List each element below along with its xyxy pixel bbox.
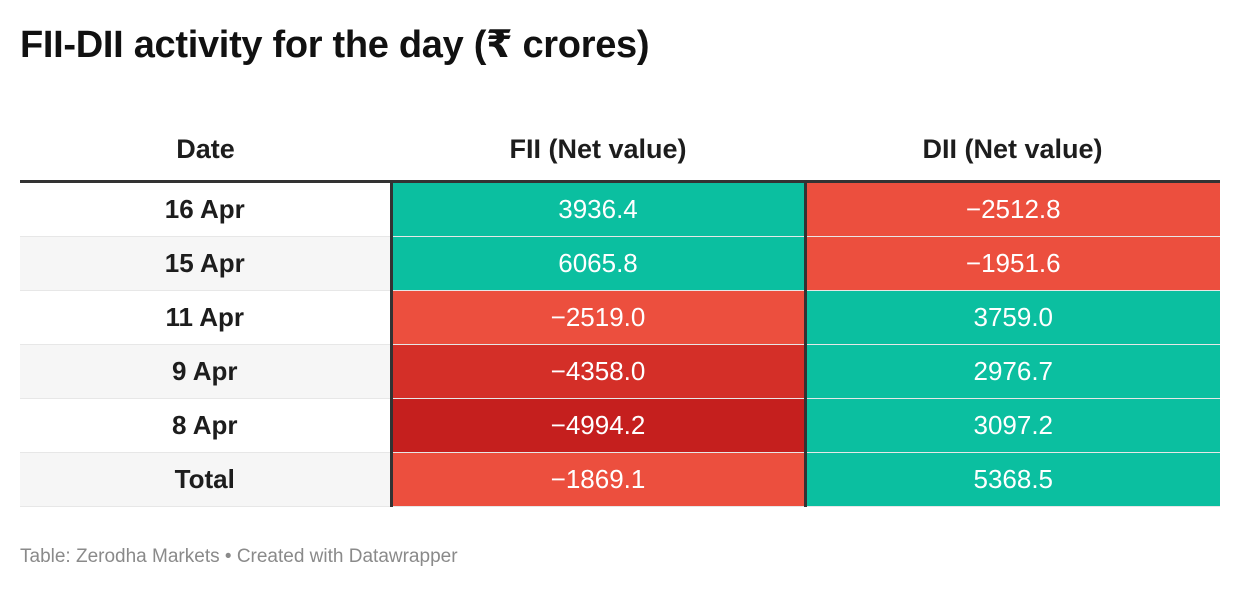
- dii-cell: 5368.5: [803, 452, 1220, 507]
- date-cell: 16 Apr: [20, 181, 393, 237]
- fii-cell: −2519.0: [390, 290, 805, 345]
- fii-cell: −1869.1: [390, 452, 805, 507]
- date-cell: 15 Apr: [20, 236, 393, 291]
- table-row: 16 Apr 3936.4 −2512.8: [20, 181, 1220, 237]
- date-cell: 9 Apr: [20, 344, 393, 399]
- date-cell: 11 Apr: [20, 290, 393, 345]
- dii-cell: 2976.7: [803, 344, 1220, 399]
- fii-cell: 3936.4: [390, 181, 805, 237]
- column-header-dii[interactable]: DII (Net value): [922, 133, 1103, 164]
- fii-cell: −4358.0: [390, 344, 805, 399]
- footer-separator: •: [224, 546, 232, 567]
- dii-cell: 3097.2: [803, 398, 1220, 453]
- credit-link[interactable]: Created with Datawrapper: [236, 546, 458, 567]
- table-row: 8 Apr −4994.2 3097.2: [20, 398, 1220, 453]
- column-header-fii[interactable]: FII (Net value): [509, 133, 687, 164]
- dii-cell: 3759.0: [803, 290, 1220, 345]
- fii-cell: −4994.2: [390, 398, 805, 453]
- table-row: 15 Apr 6065.8 −1951.6: [20, 236, 1220, 291]
- table-row: 11 Apr −2519.0 3759.0: [20, 290, 1220, 345]
- header-row: Date FII (Net value) DII (Net value): [20, 118, 1220, 182]
- date-cell: Total: [20, 452, 393, 507]
- data-table: Date FII (Net value) DII (Net value) 16 …: [20, 118, 1220, 507]
- footer: Table: Zerodha Markets • Created with Da…: [20, 546, 458, 568]
- fii-cell: 6065.8: [390, 236, 805, 291]
- table-row-total: Total −1869.1 5368.5: [20, 452, 1220, 507]
- column-header-date[interactable]: Date: [176, 133, 235, 164]
- dii-cell: −2512.8: [803, 181, 1220, 237]
- source-note: Table: Zerodha Markets: [20, 546, 220, 567]
- date-cell: 8 Apr: [20, 398, 393, 453]
- table-row: 9 Apr −4358.0 2976.7: [20, 344, 1220, 399]
- chart-title: FII-DII activity for the day (₹ crores): [20, 24, 650, 66]
- dii-cell: −1951.6: [803, 236, 1220, 291]
